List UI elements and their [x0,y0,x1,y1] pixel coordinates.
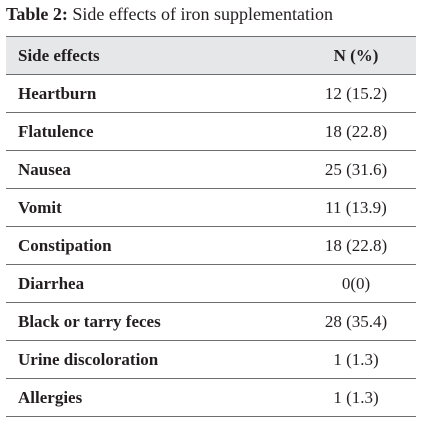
count-percent: 1 (1.3) [296,340,416,379]
side-effect-name: Vomit [6,188,296,227]
table-row: Diarrhea 0(0) [6,264,416,303]
side-effect-name: Flatulence [6,112,296,151]
side-effect-name: Black or tarry feces [6,302,296,341]
count-percent: 18 (22.8) [296,226,416,265]
side-effect-name: Allergies [6,378,296,417]
header-row: Side effects N (%) [6,36,416,75]
side-effect-name: Nausea [6,150,296,189]
caption-text: Side effects of iron supplementation [72,4,333,24]
table-caption: Table 2: Side effects of iron supplement… [6,4,333,25]
count-percent: 12 (15.2) [296,74,416,113]
header-cell: Side effects [6,36,296,75]
side-effects-table: Side effects N (%) Heartburn 12 (15.2) Fla… [6,36,416,417]
table-row: Allergies 1 (1.3) [6,378,416,417]
header-cell: N (%) [296,36,416,75]
count-percent: 25 (31.6) [296,150,416,189]
table-row: Black or tarry feces 28 (35.4) [6,302,416,341]
table-row: Vomit 11 (13.9) [6,188,416,227]
count-percent: 1 (1.3) [296,378,416,417]
side-effect-name: Urine discoloration [6,340,296,379]
table-body: Heartburn 12 (15.2) Flatulence 18 (22.8) Nau… [6,74,416,417]
side-effect-name: Heartburn [6,74,296,113]
side-effect-name: Diarrhea [6,264,296,303]
caption-label: Table 2: [6,4,68,24]
table-row: Constipation 18 (22.8) [6,226,416,265]
count-percent: 18 (22.8) [296,112,416,151]
count-percent: 11 (13.9) [296,188,416,227]
side-effect-name: Constipation [6,226,296,265]
table-row: Nausea 25 (31.6) [6,150,416,189]
table-row: Urine discoloration 1 (1.3) [6,340,416,379]
table-row: Heartburn 12 (15.2) [6,74,416,113]
table-row: Flatulence 18 (22.8) [6,112,416,151]
table-header: Side effects N (%) [6,36,416,75]
count-percent: 0(0) [296,264,416,303]
count-percent: 28 (35.4) [296,302,416,341]
